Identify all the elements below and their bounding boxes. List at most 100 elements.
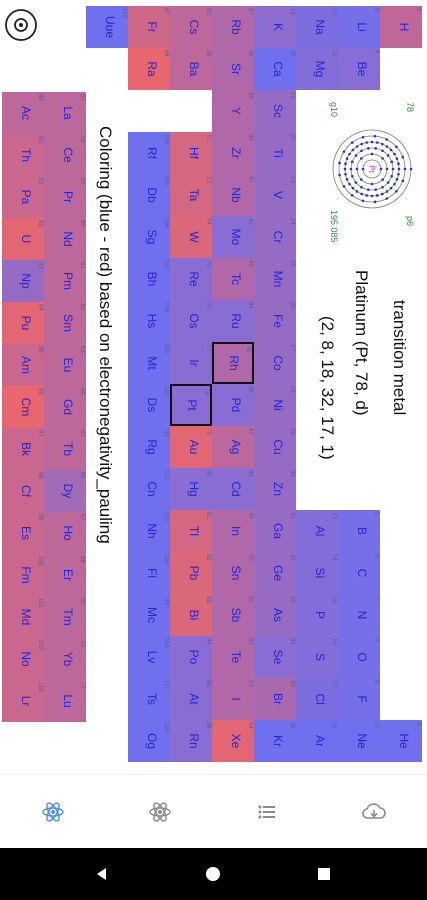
element-cell-bh[interactable]: 107 Bh xyxy=(128,258,170,300)
element-cell-dy[interactable]: 66 Dy xyxy=(44,470,86,512)
element-cell-sc[interactable]: 21 Sc xyxy=(254,90,296,132)
element-cell-rg[interactable]: 111 Rg xyxy=(128,426,170,468)
element-cell-cn[interactable]: 112 Cn xyxy=(128,468,170,510)
element-cell-tb[interactable]: 65 Tb xyxy=(44,428,86,470)
element-cell-hf[interactable]: 72 Hf xyxy=(170,132,212,174)
element-cell-kr[interactable]: 36 Kr xyxy=(254,720,296,762)
settings-button[interactable] xyxy=(2,6,40,44)
element-cell-rf[interactable]: 104 Rf xyxy=(128,132,170,174)
element-cell-at[interactable]: 85 At xyxy=(170,678,212,720)
element-cell-am[interactable]: 95 Am xyxy=(2,344,44,386)
element-cell-no[interactable]: 102 No xyxy=(2,638,44,680)
element-cell-au[interactable]: 79 Au xyxy=(170,426,212,468)
element-cell-cm[interactable]: 96 Cm xyxy=(2,386,44,428)
nav-atom[interactable] xyxy=(107,775,213,849)
nav-list[interactable] xyxy=(214,775,320,849)
element-cell-na[interactable]: 11 Na xyxy=(296,6,338,48)
element-cell-ca[interactable]: 20 Ca xyxy=(254,48,296,90)
element-cell-ac[interactable]: 89 Ac xyxy=(2,92,44,134)
element-cell-cr[interactable]: 24 Cr xyxy=(254,216,296,258)
element-cell-tm[interactable]: 69 Tm xyxy=(44,596,86,638)
element-cell-lu[interactable]: 71 Lu xyxy=(44,680,86,722)
element-cell-gd[interactable]: 64 Gd xyxy=(44,386,86,428)
element-cell-p[interactable]: 15 P xyxy=(296,594,338,636)
element-cell-mg[interactable]: 12 Mg xyxy=(296,48,338,90)
element-cell-ho[interactable]: 67 Ho xyxy=(44,512,86,554)
element-cell-pd[interactable]: 46 Pd xyxy=(212,384,254,426)
element-cell-ti[interactable]: 22 Ti xyxy=(254,132,296,174)
element-cell-k[interactable]: 19 K xyxy=(254,6,296,48)
element-cell-mn[interactable]: 25 Mn xyxy=(254,258,296,300)
element-cell-fe[interactable]: 26 Fe xyxy=(254,300,296,342)
element-cell-po[interactable]: 84 Po xyxy=(170,636,212,678)
element-cell-pr[interactable]: 59 Pr xyxy=(44,176,86,218)
element-cell-ru[interactable]: 44 Ru xyxy=(212,300,254,342)
element-cell-np[interactable]: 93 Np xyxy=(2,260,44,302)
element-cell-v[interactable]: 23 V xyxy=(254,174,296,216)
element-cell-uue[interactable]: 119 Uue xyxy=(86,6,128,48)
element-cell-ga[interactable]: 31 Ga xyxy=(254,510,296,552)
element-cell-pt[interactable]: 78 Pt xyxy=(170,384,212,426)
element-cell-ne[interactable]: 10 Ne xyxy=(338,720,380,762)
element-cell-db[interactable]: 105 Db xyxy=(128,174,170,216)
nav-periodic-table[interactable] xyxy=(0,775,106,849)
element-cell-cl[interactable]: 17 Cl xyxy=(296,678,338,720)
element-cell-y[interactable]: 39 Y xyxy=(212,90,254,132)
element-cell-sg[interactable]: 106 Sg xyxy=(128,216,170,258)
element-cell-rb[interactable]: 37 Rb xyxy=(212,6,254,48)
element-cell-co[interactable]: 27 Co xyxy=(254,342,296,384)
element-cell-si[interactable]: 14 Si xyxy=(296,552,338,594)
element-cell-la[interactable]: 57 La xyxy=(44,92,86,134)
element-cell-mo[interactable]: 42 Mo xyxy=(212,216,254,258)
element-cell-ar[interactable]: 18 Ar xyxy=(296,720,338,762)
element-cell-cu[interactable]: 29 Cu xyxy=(254,426,296,468)
element-cell-cd[interactable]: 48 Cd xyxy=(212,468,254,510)
element-cell-cs[interactable]: 55 Cs xyxy=(170,6,212,48)
element-cell-ra[interactable]: 88 Ra xyxy=(128,48,170,90)
element-cell-w[interactable]: 74 W xyxy=(170,216,212,258)
element-cell-al[interactable]: 13 Al xyxy=(296,510,338,552)
element-cell-fr[interactable]: 87 Fr xyxy=(128,6,170,48)
element-cell-pm[interactable]: 61 Pm xyxy=(44,260,86,302)
element-cell-eu[interactable]: 63 Eu xyxy=(44,344,86,386)
element-cell-nb[interactable]: 41 Nb xyxy=(212,174,254,216)
element-cell-cf[interactable]: 98 Cf xyxy=(2,470,44,512)
element-cell-as[interactable]: 33 As xyxy=(254,594,296,636)
element-cell-ni[interactable]: 28 Ni xyxy=(254,384,296,426)
element-cell-he[interactable]: 2 He xyxy=(380,720,422,762)
element-cell-te[interactable]: 52 Te xyxy=(212,636,254,678)
element-cell-re[interactable]: 75 Re xyxy=(170,258,212,300)
element-cell-ir[interactable]: 77 Ir xyxy=(170,342,212,384)
element-cell-rh[interactable]: 45 Rh xyxy=(212,342,254,384)
element-cell-tl[interactable]: 81 Tl xyxy=(170,510,212,552)
element-cell-pb[interactable]: 82 Pb xyxy=(170,552,212,594)
element-cell-i[interactable]: 53 I xyxy=(212,678,254,720)
nav-download[interactable] xyxy=(321,775,427,849)
element-cell-nh[interactable]: 113 Nh xyxy=(128,510,170,552)
element-cell-fl[interactable]: 114 Fl xyxy=(128,552,170,594)
element-cell-be[interactable]: 4 Be xyxy=(338,48,380,90)
element-cell-th[interactable]: 90 Th xyxy=(2,134,44,176)
element-cell-se[interactable]: 34 Se xyxy=(254,636,296,678)
system-back-button[interactable] xyxy=(62,848,142,900)
system-recents-button[interactable] xyxy=(284,848,364,900)
element-cell-zn[interactable]: 30 Zn xyxy=(254,468,296,510)
element-cell-sr[interactable]: 38 Sr xyxy=(212,48,254,90)
element-cell-in[interactable]: 49 In xyxy=(212,510,254,552)
element-cell-md[interactable]: 101 Md xyxy=(2,596,44,638)
element-cell-pa[interactable]: 91 Pa xyxy=(2,176,44,218)
element-cell-ge[interactable]: 32 Ge xyxy=(254,552,296,594)
element-cell-nd[interactable]: 60 Nd xyxy=(44,218,86,260)
element-cell-pu[interactable]: 94 Pu xyxy=(2,302,44,344)
element-cell-lv[interactable]: 116 Lv xyxy=(128,636,170,678)
element-cell-bi[interactable]: 83 Bi xyxy=(170,594,212,636)
element-cell-hs[interactable]: 108 Hs xyxy=(128,300,170,342)
element-cell-br[interactable]: 35 Br xyxy=(254,678,296,720)
element-cell-bk[interactable]: 97 Bk xyxy=(2,428,44,470)
element-cell-sb[interactable]: 51 Sb xyxy=(212,594,254,636)
